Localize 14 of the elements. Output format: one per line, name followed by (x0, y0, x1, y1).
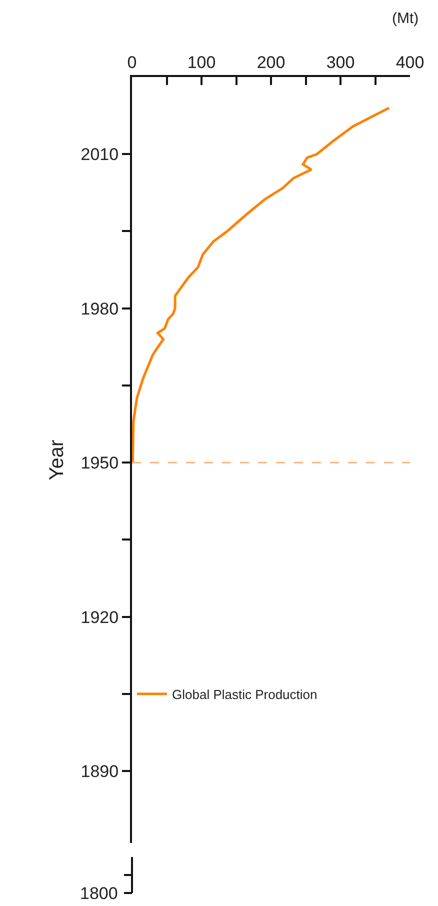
y-axis-title: Year (46, 439, 68, 480)
x-tick-label: 400 (396, 53, 424, 72)
text: 1800 (80, 884, 118, 903)
legend-label: Global Plastic Production (172, 686, 318, 702)
x-tick-label: 300 (326, 53, 355, 72)
y-tick-label: 1980 (80, 299, 119, 318)
x-tick-label: 0 (127, 53, 137, 72)
y-tick-label: 1950 (80, 454, 119, 473)
x-axis-title: (Mt) (392, 10, 419, 27)
y-tick-label: 1920 (80, 608, 119, 627)
y-tick-label: 1890 (80, 762, 119, 781)
x-tick-label: 200 (256, 53, 286, 72)
y-tick-label: 2010 (80, 145, 119, 164)
x-tick-label: 100 (187, 53, 216, 72)
